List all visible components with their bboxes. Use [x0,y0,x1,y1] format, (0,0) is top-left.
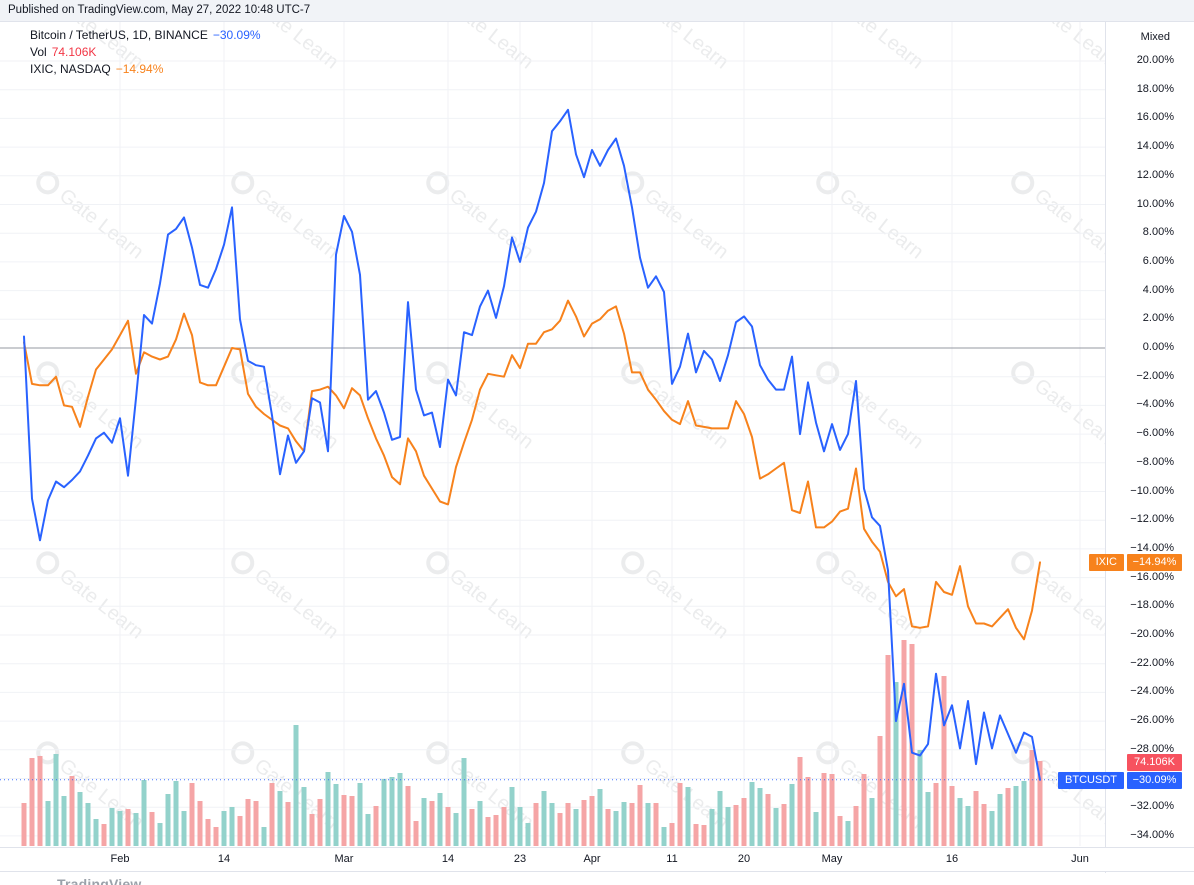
ixic-price-badge: IXIC −14.94% [0,554,1194,572]
price-axis-tick: 16.00% [1136,111,1174,124]
volume-badge: 74.106K [0,754,1194,771]
price-axis-tick: 10.00% [1136,197,1174,210]
legend-volume-row[interactable]: Vol 74.106K [30,44,261,61]
price-axis-tick: 4.00% [1142,283,1174,296]
price-axis-tick: 2.00% [1142,312,1174,325]
price-axis-tick: −12.00% [1130,513,1174,526]
time-axis-tick: May [821,853,843,865]
volume-label: Vol [30,45,47,59]
time-axis-tick: 16 [945,853,959,865]
price-axis-tick: 0.00% [1142,341,1174,353]
time-axis-tick: 23 [513,853,527,865]
price-axis-tick: −28.00% [1130,742,1174,755]
ixic-badge-label: IXIC [1088,554,1124,572]
price-axis-tick: −4.00% [1136,398,1174,411]
price-axis-tick: 6.00% [1142,254,1174,267]
price-axis-tick: −26.00% [1130,714,1174,727]
time-axis-tick: 11 [666,853,678,865]
price-axis-tick: −22.00% [1130,656,1174,669]
time-axis-tick: Jun [1071,853,1089,865]
price-axis[interactable]: Mixed 20.00% 18.00% 16.00% 14.00% 12.00% 10.0… [1105,22,1194,873]
price-axis-tick: −24.00% [1130,685,1174,698]
price-axis-tick: 8.00% [1142,226,1174,239]
price-axis-tick: −10.00% [1130,484,1174,497]
legend-compare-row[interactable]: IXIC, NASDAQ −14.94% [30,61,261,78]
btcusdt-badge-value: −30.09% [1127,771,1182,789]
symbol-change-value: −30.09% [212,28,261,42]
price-axis-tick: −6.00% [1136,427,1174,440]
price-axis-mode[interactable]: Mixed [1140,31,1170,43]
price-axis-tick: −8.00% [1136,455,1174,468]
price-axis-tick: 20.00% [1136,54,1174,66]
price-axis-tick: 14.00% [1136,140,1174,153]
legend-symbol-row[interactable]: Bitcoin / TetherUS, 1D, BINANCE −30.09% [30,27,261,44]
published-bar: Published on TradingView.com, May 27, 20… [0,0,1194,22]
price-axis-tick: −2.00% [1136,369,1174,382]
price-axis-tick: −18.00% [1130,599,1174,612]
tradingview-logo-clipped: TradingView [57,876,142,885]
time-axis-tick: 14 [441,853,455,865]
symbol-title: Bitcoin / TetherUS, 1D, BINANCE [30,28,208,42]
btcusdt-badge-label: BTCUSDT [1058,771,1124,789]
price-axis-tick: 18.00% [1136,82,1174,95]
time-axis-tick: Feb [110,853,130,865]
price-axis-tick: −20.00% [1130,628,1174,640]
price-axis-tick: −16.00% [1130,570,1174,583]
volume-badge-value: 74.106K [1127,754,1182,771]
price-axis-tick: −32.00% [1130,800,1174,813]
price-axis-tick: −14.00% [1130,541,1174,554]
btcusdt-price-badge: BTCUSDT −30.09% [0,771,1194,789]
chart-legend: Bitcoin / TetherUS, 1D, BINANCE −30.09% V… [30,27,261,78]
ixic-badge-value: −14.94% [1127,554,1182,572]
compare-change-value: −14.94% [115,62,164,76]
volume-value: 74.106K [51,45,97,59]
price-axis-tick: −34.00% [1130,828,1174,841]
time-axis-tick: Mar [334,853,354,865]
time-axis[interactable]: Feb 14 Mar 14 23 Apr 11 20 May 16 Jun [0,847,1194,872]
compare-title: IXIC, NASDAQ [30,62,111,76]
price-axis-tick: 12.00% [1136,168,1174,181]
time-axis-tick: Apr [583,853,601,865]
time-axis-tick: 14 [217,853,231,865]
published-text: Published on TradingView.com, May 27, 20… [8,4,311,16]
time-axis-tick: 20 [737,853,751,865]
